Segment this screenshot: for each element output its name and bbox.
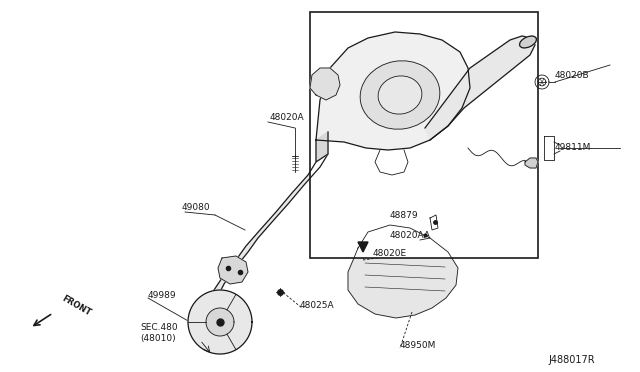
Text: FRONT: FRONT: [60, 294, 92, 318]
Polygon shape: [358, 242, 368, 252]
Polygon shape: [218, 256, 248, 284]
Polygon shape: [228, 154, 328, 270]
Text: 48950M: 48950M: [400, 340, 436, 350]
Polygon shape: [348, 225, 458, 318]
Text: 48020A: 48020A: [270, 113, 305, 122]
Ellipse shape: [378, 76, 422, 114]
Polygon shape: [425, 36, 535, 140]
Text: 49811M: 49811M: [555, 144, 591, 153]
Polygon shape: [310, 68, 340, 100]
Text: 48025A: 48025A: [300, 301, 335, 310]
Text: 48020E: 48020E: [373, 248, 407, 257]
Bar: [310, 12, 538, 258]
Ellipse shape: [360, 61, 440, 129]
Text: J488017R: J488017R: [548, 355, 595, 365]
Text: 49989: 49989: [148, 291, 177, 299]
Polygon shape: [188, 290, 252, 354]
Polygon shape: [206, 308, 234, 336]
Text: SEC.480
(48010): SEC.480 (48010): [140, 323, 178, 343]
Ellipse shape: [520, 36, 536, 48]
Text: 48020B: 48020B: [555, 71, 589, 80]
Polygon shape: [525, 158, 538, 168]
Text: 49080: 49080: [182, 203, 211, 212]
Polygon shape: [316, 132, 328, 162]
Polygon shape: [200, 272, 232, 326]
Text: 48020AA: 48020AA: [390, 231, 431, 240]
Polygon shape: [316, 32, 470, 150]
Text: 48879: 48879: [390, 211, 419, 219]
